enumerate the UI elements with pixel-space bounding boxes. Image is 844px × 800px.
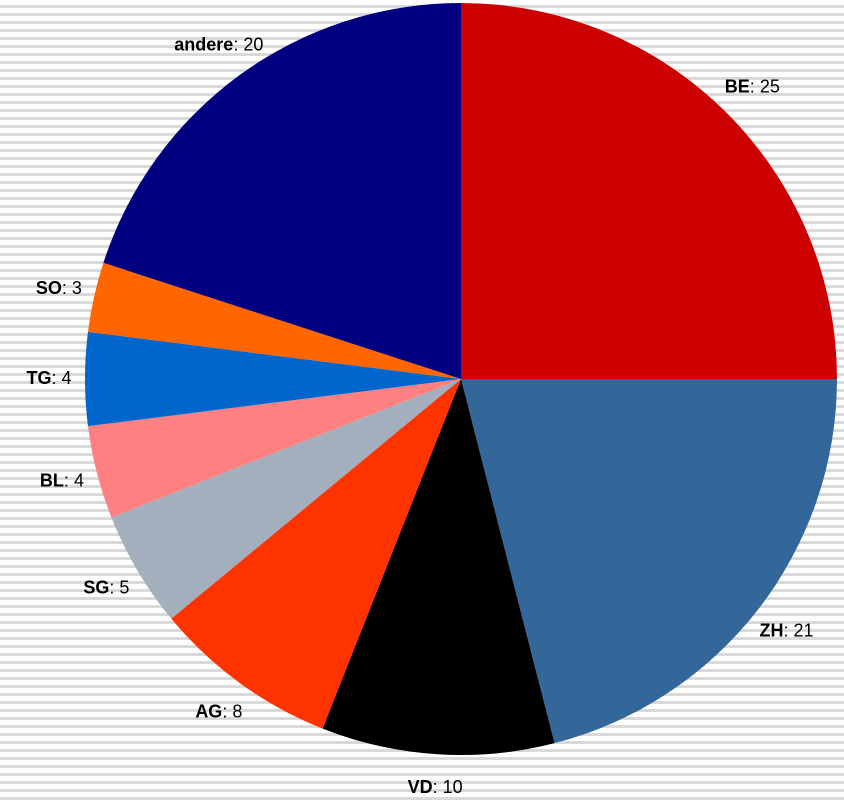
label-separator: : [64,470,74,490]
slice-value: 10 [443,777,463,797]
slice-value: 4 [74,470,84,490]
slice-label: BE: 25 [725,76,780,96]
label-separator: : [433,777,443,797]
pie-slice [171,379,461,729]
slice-name: TG [26,368,51,388]
label-separator: : [62,278,72,298]
slice-value: 3 [72,278,82,298]
slice-value: 21 [794,620,814,640]
label-separator: : [233,34,243,54]
pie-slice [461,379,837,744]
slice-value: 20 [243,34,263,54]
slice-label: AG: 8 [195,701,242,721]
slice-value: 25 [760,76,780,96]
pie-slice [322,379,555,755]
slice-name: AG [195,701,222,721]
pie-slice [461,3,837,379]
pie-slice [87,262,461,379]
label-separator: : [109,577,119,597]
slice-name: SO [36,278,62,298]
pie-slice [87,379,461,518]
label-separator: : [750,76,760,96]
slice-label: SG: 5 [83,577,129,597]
slice-name: andere [174,34,233,54]
slice-label: TG: 4 [26,368,71,388]
slice-name: ZH [760,620,784,640]
slice-value: 8 [232,701,242,721]
slice-value: 5 [119,577,129,597]
label-separator: : [51,368,61,388]
pie-slice [84,331,462,427]
label-separator: : [222,701,232,721]
slice-label: ZH: 21 [760,620,814,640]
slice-label: BL: 4 [40,470,84,490]
slice-value: 4 [62,368,72,388]
slice-label: SO: 3 [36,278,82,298]
slice-name: VD [408,777,433,797]
pie-slice [103,3,462,379]
label-separator: : [784,620,794,640]
slice-name: BL [40,470,64,490]
slice-name: SG [83,577,109,597]
slice-label: VD: 10 [408,777,463,797]
pie-slice [111,379,461,619]
slice-label: andere: 20 [174,34,263,54]
slice-name: BE [725,76,750,96]
